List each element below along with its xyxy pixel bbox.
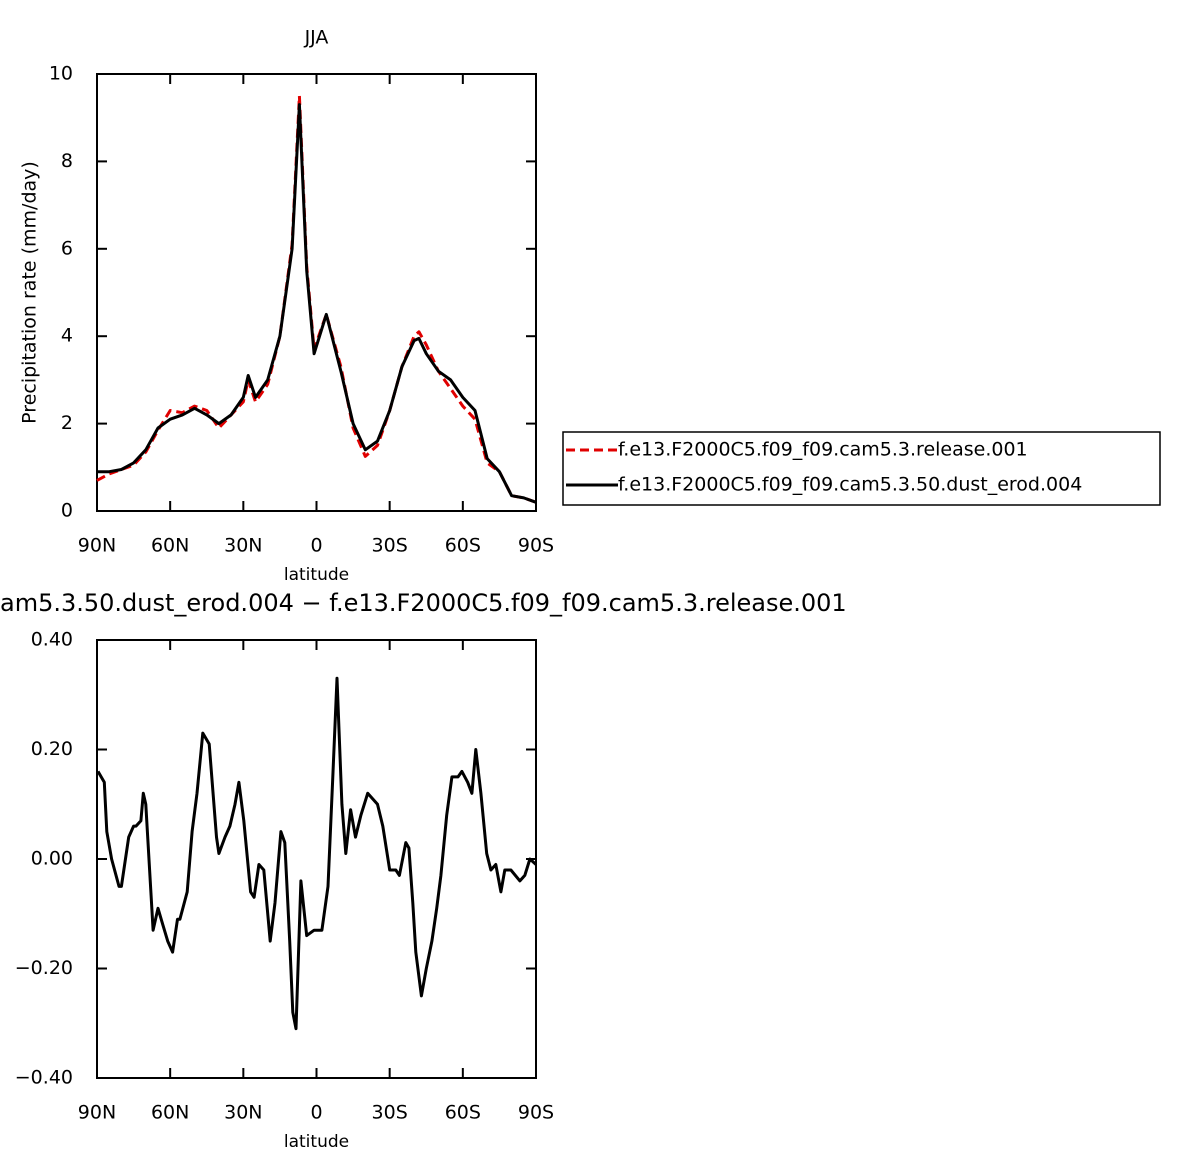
x-tick-label: 90N [78, 1102, 116, 1124]
x-tick-label: 60S [445, 535, 481, 557]
y-axis-label: Precipitation rate (mm/day) [19, 161, 41, 424]
x-tick-label: 30N [224, 535, 262, 557]
y-tick-label: −0.20 [15, 957, 73, 979]
y-tick-label: 2 [61, 412, 73, 434]
data-line [96, 676, 538, 1031]
y-tick-label: 0.00 [31, 848, 73, 870]
x-tick-label: 30N [224, 1102, 262, 1124]
x-tick-label: 30S [372, 535, 408, 557]
x-tick-label: 30S [372, 1102, 408, 1124]
y-tick-label: 6 [61, 237, 73, 259]
x-tick-label: 90S [518, 1102, 554, 1124]
y-tick-label: 4 [61, 325, 73, 347]
x-tick-label: 90N [78, 535, 116, 557]
x-tick-label: 0 [310, 535, 322, 557]
y-tick-label: 0.40 [31, 629, 73, 651]
chart-title: am5.3.50.dust_erod.004 − f.e13.F2000C5.f… [0, 589, 847, 617]
plot-frame [96, 639, 537, 1079]
legend-label: f.e13.F2000C5.f09_f09.cam5.3.50.dust_ero… [618, 474, 1082, 496]
plot-frame [96, 73, 537, 512]
y-tick-label: 8 [61, 150, 73, 172]
x-tick-label: 60S [445, 1102, 481, 1124]
x-axis-label: latitude [284, 565, 349, 585]
x-tick-label: 60N [151, 535, 189, 557]
y-tick-label: 0.20 [31, 738, 73, 760]
x-tick-label: 90S [518, 535, 554, 557]
y-tick-label: 0 [61, 500, 73, 522]
y-tick-label: 10 [49, 63, 73, 85]
data-line [96, 94, 537, 504]
x-tick-label: 0 [310, 1102, 322, 1124]
chart-title: JJA [304, 27, 329, 49]
data-line [97, 103, 537, 504]
x-axis-label: latitude [284, 1132, 349, 1152]
legend-label: f.e13.F2000C5.f09_f09.cam5.3.release.001 [618, 439, 1028, 461]
y-tick-label: −0.40 [15, 1067, 73, 1089]
legend-box [562, 431, 1161, 506]
x-tick-label: 60N [151, 1102, 189, 1124]
